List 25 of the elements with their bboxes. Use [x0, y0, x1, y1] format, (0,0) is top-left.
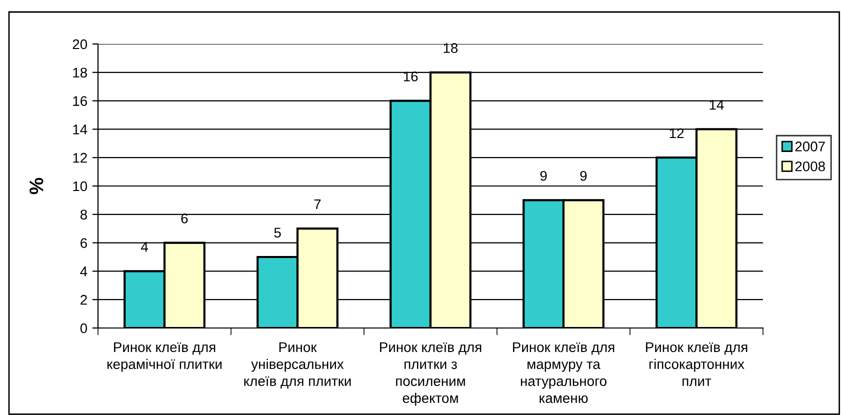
- x-tick-label: Ринок клеїв для плитки з посиленим ефектом: [380, 342, 482, 406]
- data-label: 7: [314, 199, 321, 210]
- y-tick-label: 18: [73, 68, 87, 78]
- y-axis-title: %: [30, 178, 44, 194]
- data-label: 9: [580, 170, 587, 181]
- data-label: 4: [141, 242, 148, 252]
- y-tick-label: 0: [80, 323, 88, 334]
- legend-label: 2007: [795, 142, 825, 152]
- x-tick-label: Ринок клеїв для мармуру та натурального каменю: [513, 342, 614, 404]
- y-tick-label: 4: [80, 266, 88, 276]
- y-tick-label: 2: [80, 294, 87, 305]
- data-label: 14: [710, 100, 724, 110]
- y-tick-label: 8: [80, 210, 87, 220]
- y-tick-label: 10: [73, 181, 88, 192]
- y-tick-label: 20: [72, 39, 88, 50]
- y-tick-label: 12: [73, 152, 87, 163]
- x-tick-label: Ринок клеїв для керамічної плитки: [107, 342, 222, 372]
- data-label: 9: [540, 170, 547, 181]
- y-tick-label: 14: [73, 124, 88, 134]
- legend-label: 2008: [795, 161, 825, 172]
- y-tick-label: 6: [80, 238, 87, 248]
- x-tick-label: Ринок клеїв для гіпсокартонних плит: [646, 342, 748, 386]
- x-tick-label: Ринок універсальних клеїв для плитки: [244, 342, 351, 389]
- y-tick-label: 16: [73, 96, 87, 106]
- data-label: 5: [274, 228, 281, 238]
